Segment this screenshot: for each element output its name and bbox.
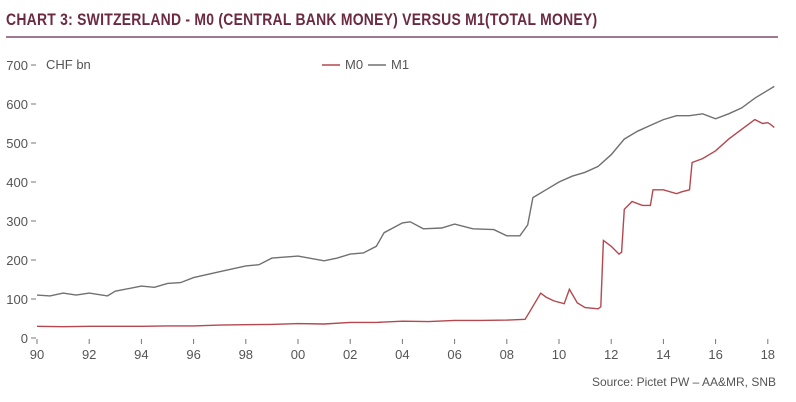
chart-title: CHART 3: SWITZERLAND - M0 (CENTRAL BANK … — [6, 10, 598, 29]
x-tick-label: 14 — [656, 347, 670, 362]
x-tick-label: 90 — [30, 347, 44, 362]
y-tick-label: 300 — [6, 214, 28, 229]
x-tick-label: 00 — [291, 347, 305, 362]
y-tick-label: 0 — [21, 331, 28, 346]
x-tick-label: 18 — [761, 347, 775, 362]
x-tick-label: 12 — [604, 347, 618, 362]
x-tick-label: 02 — [343, 347, 357, 362]
series-line-m1 — [36, 85, 775, 297]
y-tick-label: 200 — [6, 253, 28, 268]
x-tick-label: 10 — [552, 347, 566, 362]
x-tick-label: 96 — [186, 347, 200, 362]
title-rule — [6, 36, 778, 38]
series-line-m0 — [36, 118, 775, 328]
y-axis-unit: CHF bn — [46, 57, 91, 72]
source-note: Source: Pictet PW – AA&MR, SNB — [592, 375, 776, 389]
x-tick-label: 08 — [500, 347, 514, 362]
x-tick-label: 94 — [134, 347, 148, 362]
y-tick-label: 100 — [6, 292, 28, 307]
y-tick-label: 500 — [6, 136, 28, 151]
y-tick-label: 700 — [6, 58, 28, 73]
legend-label-m1: M1 — [391, 57, 409, 72]
y-tick-label: 600 — [6, 97, 28, 112]
x-tick-label: 06 — [447, 347, 461, 362]
x-tick-label: 04 — [395, 347, 409, 362]
x-tick-label: 98 — [239, 347, 253, 362]
x-tick-label: 92 — [82, 347, 96, 362]
legend: M0 M1 — [322, 57, 409, 72]
legend-label-m0: M0 — [345, 57, 363, 72]
x-tick-label: 16 — [708, 347, 722, 362]
y-tick-label: 400 — [6, 175, 28, 190]
